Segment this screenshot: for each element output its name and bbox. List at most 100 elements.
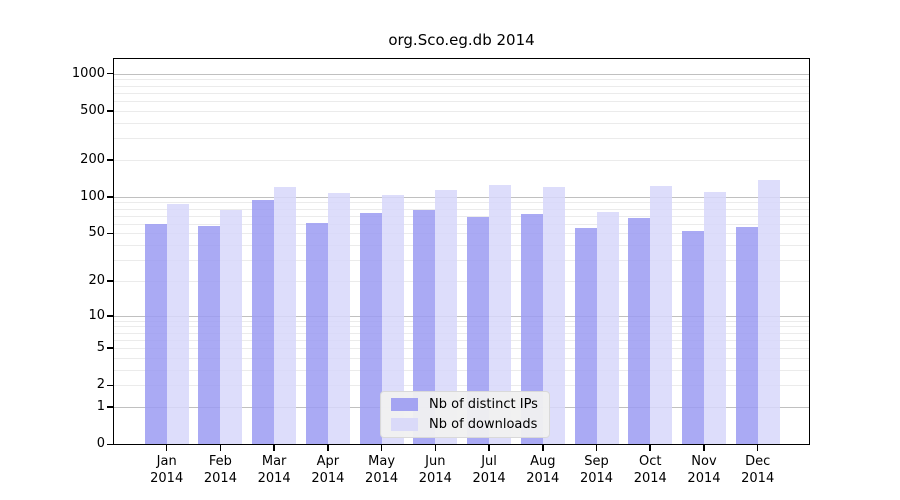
x-tick-month: Jul (481, 454, 497, 469)
y-tick (107, 109, 113, 112)
bar-distinct-ips-apr (305, 222, 328, 445)
gridline-minor (113, 233, 810, 235)
bar-downloads-dec (757, 179, 780, 445)
x-tick-month: Jun (425, 454, 446, 469)
x-tick-month: Oct (638, 454, 662, 469)
x-tick-year: 2014 (150, 471, 184, 486)
bar-distinct-ips-oct (628, 217, 651, 445)
bar-distinct-ips-dec (735, 227, 758, 445)
x-tick (273, 445, 275, 451)
x-tick-month: Nov (691, 454, 717, 469)
y-tick-label: 20 (88, 273, 105, 288)
bar-downloads-jun (435, 190, 458, 445)
legend-item-distinct-ips: Nb of distinct IPs (381, 396, 549, 413)
gridline-minor (113, 92, 810, 94)
x-tick-month: May (368, 454, 396, 469)
y-tick-label: 1 (96, 399, 105, 415)
x-tick (488, 445, 490, 451)
gridline-minor (113, 281, 810, 282)
y-tick (107, 443, 113, 446)
gridline-minor (113, 85, 810, 87)
bar-distinct-ips-may (359, 213, 382, 445)
x-tick (165, 445, 168, 451)
bar-downloads-nov (703, 191, 726, 445)
x-tick-label-jul: Jul 2014 (454, 453, 524, 487)
legend-label-distinct-ips: Nb of distinct IPs (429, 397, 538, 412)
gridline-minor (113, 260, 810, 262)
chart-title: org.Sco.eg.db 2014 (388, 31, 535, 49)
x-tick (649, 445, 652, 451)
x-tick-year: 2014 (418, 471, 452, 486)
gridline-major (113, 315, 810, 317)
y-tick-label: 100 (80, 188, 105, 204)
x-tick-year: 2014 (741, 471, 775, 486)
x-tick-month: Jan (156, 454, 177, 469)
bar-downloads-mar (274, 187, 297, 445)
gridline-minor (113, 215, 810, 217)
gridline-minor (113, 202, 810, 204)
bar-downloads-apr (327, 192, 350, 445)
x-tick-year: 2014 (311, 471, 345, 486)
y-tick-label: 50 (88, 225, 105, 241)
x-tick-month: Aug (530, 454, 556, 469)
bar-distinct-ips-nov (681, 231, 704, 445)
legend-swatch-distinct-ips (391, 398, 418, 411)
gridline-minor (113, 332, 810, 334)
x-tick-label-aug: Aug 2014 (508, 453, 578, 487)
bar-downloads-feb (220, 209, 243, 445)
x-tick-year: 2014 (633, 471, 667, 486)
bar-downloads-oct (650, 186, 673, 445)
gridline-minor (113, 79, 810, 81)
gridline-minor (113, 358, 810, 360)
x-tick-label-dec: Dec 2014 (723, 453, 793, 487)
gridline-major (113, 73, 810, 75)
gridline-minor (113, 122, 810, 124)
y-tick (107, 347, 113, 350)
x-tick-label-apr: Apr 2014 (293, 453, 363, 487)
x-tick-month: Sep (584, 454, 609, 469)
y-tick (107, 406, 113, 408)
gridline-minor (113, 101, 810, 102)
bar-downloads-may (381, 195, 404, 445)
y-tick-label: 5 (96, 340, 105, 356)
x-tick-year: 2014 (365, 471, 399, 486)
gridline-minor (113, 208, 810, 210)
x-tick-month: Dec (745, 454, 771, 469)
x-tick-label-mar: Mar 2014 (239, 453, 309, 487)
gridline-minor (113, 339, 810, 341)
x-tick-label-jun: Jun 2014 (400, 453, 470, 487)
x-tick-label-oct: Oct 2014 (615, 453, 685, 487)
x-tick-month: Feb (208, 454, 232, 469)
x-tick (327, 445, 329, 451)
y-tick (107, 195, 113, 198)
x-tick (434, 445, 437, 451)
x-tick-label-nov: Nov 2014 (669, 453, 739, 487)
x-tick-year: 2014 (472, 471, 506, 486)
gridline-minor (113, 245, 810, 247)
y-tick-label: 10 (88, 307, 105, 323)
y-tick-label: 500 (80, 102, 105, 118)
gridline-minor (113, 159, 810, 161)
x-tick (380, 445, 383, 451)
y-tick (107, 280, 113, 282)
x-tick-month: Mar (261, 454, 287, 469)
gridline-minor (113, 370, 810, 371)
x-tick (219, 445, 222, 451)
legend-label-downloads: Nb of downloads (429, 417, 538, 432)
x-tick-year: 2014 (257, 471, 291, 486)
gridline-minor (113, 348, 810, 350)
y-tick-label: 2 (96, 377, 105, 393)
gridline-major (113, 196, 810, 198)
x-tick (756, 445, 759, 451)
bar-downloads-jul (489, 185, 512, 445)
gridline-minor (113, 385, 810, 387)
x-tick-month: Apr (316, 454, 340, 469)
x-tick (703, 445, 705, 451)
y-tick (107, 72, 113, 75)
x-tick-year: 2014 (579, 471, 614, 486)
gridline-minor (113, 110, 810, 112)
bar-distinct-ips-jul (467, 217, 490, 445)
x-tick (595, 445, 598, 451)
gridline-minor (113, 320, 810, 322)
x-tick-label-jan: Jan 2014 (132, 453, 202, 487)
